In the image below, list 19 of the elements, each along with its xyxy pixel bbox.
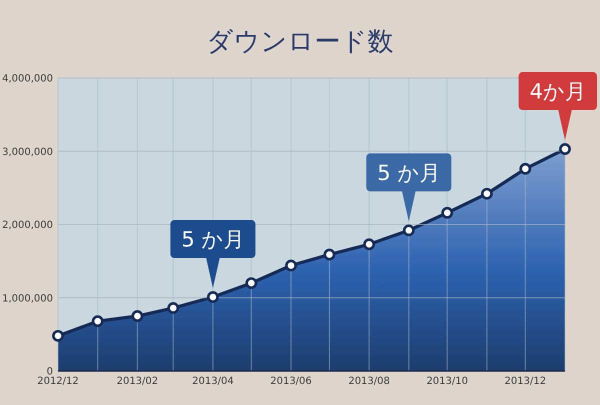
x-tick-label: 2013/08: [348, 376, 390, 387]
annotation: 4か月: [530, 80, 586, 104]
annotation: 4か月: [518, 72, 597, 140]
annotation: 5 か月: [366, 153, 452, 222]
x-tick-label: 2013/10: [426, 376, 468, 387]
title: ダウンロード数: [206, 27, 394, 57]
x-tick-label: 2013/04: [192, 376, 234, 387]
x-tick-label: 2012/12: [37, 376, 79, 387]
y-tick-label: 4,000,000: [2, 74, 53, 84]
annotation: 5 か月: [377, 160, 440, 185]
y-tick-label: 0: [46, 366, 53, 378]
annotation: 5 か月: [181, 228, 244, 252]
x-tick-label: 2013/12: [504, 376, 546, 387]
x-tick-label: 2013/02: [116, 376, 158, 387]
y-tick-label: 1,000,000: [2, 293, 53, 304]
y-tick-label: 3,000,000: [2, 146, 53, 158]
y-tick-label: 2,000,000: [2, 220, 53, 231]
x-tick-label: 2013/06: [270, 376, 312, 387]
annotation: 5 か月: [170, 220, 256, 288]
